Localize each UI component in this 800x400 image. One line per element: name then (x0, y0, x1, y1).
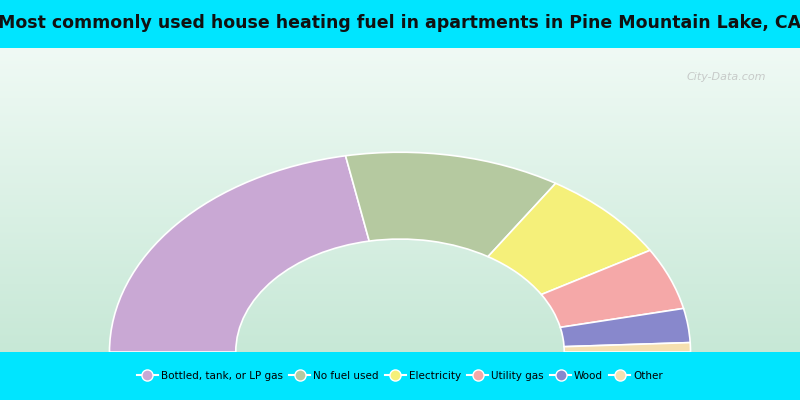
Wedge shape (488, 183, 650, 294)
Wedge shape (560, 308, 690, 347)
Wedge shape (564, 342, 690, 352)
Wedge shape (346, 152, 556, 257)
Wedge shape (542, 250, 683, 327)
Wedge shape (110, 156, 370, 352)
Text: City-Data.com: City-Data.com (686, 72, 766, 82)
Text: Most commonly used house heating fuel in apartments in Pine Mountain Lake, CA: Most commonly used house heating fuel in… (0, 14, 800, 32)
Legend: Bottled, tank, or LP gas, No fuel used, Electricity, Utility gas, Wood, Other: Bottled, tank, or LP gas, No fuel used, … (133, 367, 667, 385)
